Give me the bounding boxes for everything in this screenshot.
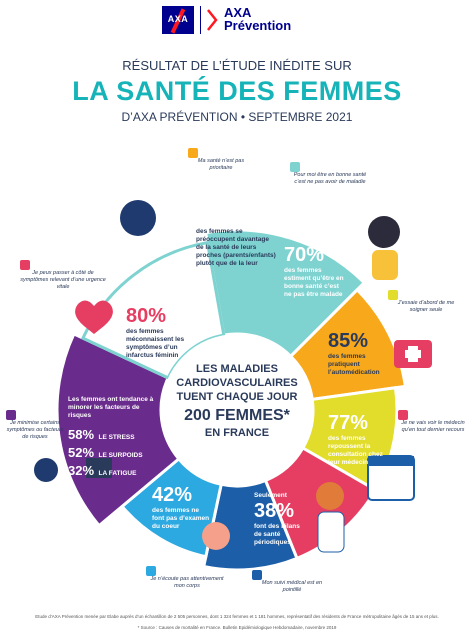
quote-4: J’essaie d’abord de me soigner seule	[388, 290, 464, 314]
quote-5: Je ne vais voir le médecin qu’en tout de…	[398, 410, 468, 434]
center-line1: LES MALADIES	[196, 363, 278, 375]
quote-8: Mon suivi médical est en pointillé	[252, 570, 332, 594]
quote-6-text: Je minimise certains symptômes ou facteu…	[6, 420, 64, 440]
doctor-illustration	[316, 482, 344, 510]
brand-line2: Prévention	[224, 18, 292, 33]
quote-2: Pour moi être en bonne santé c’est ne pa…	[290, 162, 370, 186]
quote-5-text: Je ne vais voir le médecin qu’en tout de…	[401, 420, 465, 433]
risk-label-overweight: LE SURPOIDS	[98, 452, 143, 459]
brand-line1: AXA	[224, 5, 252, 20]
quote-3: Je peux passer à côté de symptômes relev…	[20, 260, 106, 291]
segment-77-text: des femmes repoussent la consultation ch…	[328, 435, 383, 466]
quote-icon	[146, 566, 156, 576]
quote-icon	[6, 410, 16, 420]
segment-81: 81% des femmes se préoccupent davantage …	[196, 205, 276, 268]
segment-81-text: des femmes se préoccupent davantage de l…	[196, 228, 276, 267]
quote-1: Ma santé n’est pas prioritaire	[188, 148, 254, 172]
quote-4-text: J’essaie d’abord de me soigner seule	[397, 300, 455, 313]
quote-7: Je n’écoute pas attentivement mon corps	[146, 566, 228, 590]
risk-intro: Les femmes ont tendance à minorer les fa…	[68, 396, 154, 419]
center-line2: CARDIOVASCULAIRES	[176, 377, 298, 389]
axa-prevention-mark-icon	[207, 9, 218, 31]
risk-pct-fatigue: 32%	[68, 463, 95, 478]
quote-icon	[398, 410, 408, 420]
donut-center	[161, 334, 313, 486]
center-line4: 200 FEMMES*	[184, 407, 290, 424]
risk-item: 58% LE STRESS	[68, 426, 158, 444]
segment-77-pct: 77%	[328, 412, 369, 434]
quote-icon	[252, 570, 262, 580]
doctor-coat	[317, 511, 345, 553]
quote-7-text: Je n’écoute pas attentivement mon corps	[150, 576, 224, 589]
segment-77: 77% des femmes repoussent la consultatio…	[328, 412, 390, 467]
quote-3-text: Je peux passer à côté de symptômes relev…	[20, 270, 106, 290]
quote-icon	[188, 148, 198, 158]
woman-chest-illustration	[202, 522, 230, 550]
footer-note: Etude d’AXA Prévention menée par Elabe a…	[35, 614, 439, 619]
segment-38-top: Seulement	[254, 492, 287, 499]
woman-shrugging-illustration	[368, 216, 400, 248]
segment-85-pct: 85%	[328, 330, 369, 352]
segment-risk-factors: Les femmes ont tendance à minorer les fa…	[68, 396, 158, 480]
center-statement: LES MALADIES CARDIOVASCULAIRES TUENT CHA…	[168, 362, 306, 440]
segment-42: 42% des femmes ne font pas d’examen du c…	[152, 484, 212, 531]
segment-38: Seulement 38% font des bilans de santé p…	[254, 492, 308, 547]
risk-item: 32% LA FATIGUE	[68, 462, 158, 480]
title-line3: D’AXA PRÉVENTION • SEPTEMBRE 2021	[121, 110, 353, 124]
calendar-header	[368, 456, 414, 466]
segment-80-text: des femmes méconnaissent les symptômes d…	[126, 328, 185, 359]
segment-80: 80% des femmes méconnaissent les symptôm…	[126, 305, 188, 360]
logo-divider	[200, 6, 201, 34]
risk-label-stress: LE STRESS	[98, 434, 135, 441]
quote-6: Je minimise certains symptômes ou facteu…	[6, 410, 64, 441]
segment-85: 85% des femmes pratiquent l’automédicati…	[328, 330, 390, 377]
quote-icon	[290, 162, 300, 172]
center-line5: EN FRANCE	[204, 427, 270, 439]
segment-70: 70% des femmes estiment qu’être en bonne…	[284, 244, 348, 299]
segment-42-pct: 42%	[152, 484, 193, 506]
quote-icon	[388, 290, 398, 300]
axa-logo: AXA	[162, 6, 194, 34]
segment-70-pct: 70%	[284, 244, 325, 266]
segment-81-pct: 81%	[196, 205, 237, 227]
quote-8-text: Mon suivi médical est en pointillé	[261, 580, 323, 593]
heart-bandage-icon	[75, 300, 113, 334]
computer-icon	[86, 458, 112, 478]
segment-80-pct: 80%	[126, 305, 167, 327]
risk-label-fatigue: LA FATIGUE	[98, 470, 137, 477]
risk-pct-overweight: 52%	[68, 445, 95, 460]
first-aid-cross-h	[405, 350, 421, 358]
segment-38-text: font des bilans de santé périodiques	[254, 523, 300, 546]
quote-1-text: Ma santé n’est pas prioritaire	[197, 158, 245, 171]
segment-70-text: des femmes estiment qu’être en bonne san…	[284, 267, 344, 298]
page-title: LA SANTÉ DES FEMMES	[72, 76, 402, 106]
axa-logo-text: AXA	[167, 14, 189, 24]
footer-source: * Source : Causes de mortalité en France…	[137, 625, 337, 630]
risk-pct-stress: 58%	[68, 427, 95, 442]
segment-42-text: des femmes ne font pas d’examen du coeur	[152, 507, 210, 530]
brand-name: AXA Prévention	[224, 6, 291, 32]
quote-icon	[20, 260, 30, 270]
risk-item: 52% LE SURPOIDS	[68, 444, 158, 462]
quote-2-text: Pour moi être en bonne santé c’est ne pa…	[293, 172, 367, 185]
segment-38-pct: 38%	[254, 500, 295, 522]
woman-shrugging-body	[372, 250, 398, 280]
tired-woman-illustration	[34, 458, 58, 482]
mother-child-illustration	[120, 200, 156, 236]
title-line1: RÉSULTAT DE L’ÉTUDE INÉDITE SUR	[122, 58, 352, 73]
center-line3: TUENT CHAQUE JOUR	[176, 391, 298, 403]
segment-85-text: des femmes pratiquent l’automédication	[328, 353, 380, 376]
